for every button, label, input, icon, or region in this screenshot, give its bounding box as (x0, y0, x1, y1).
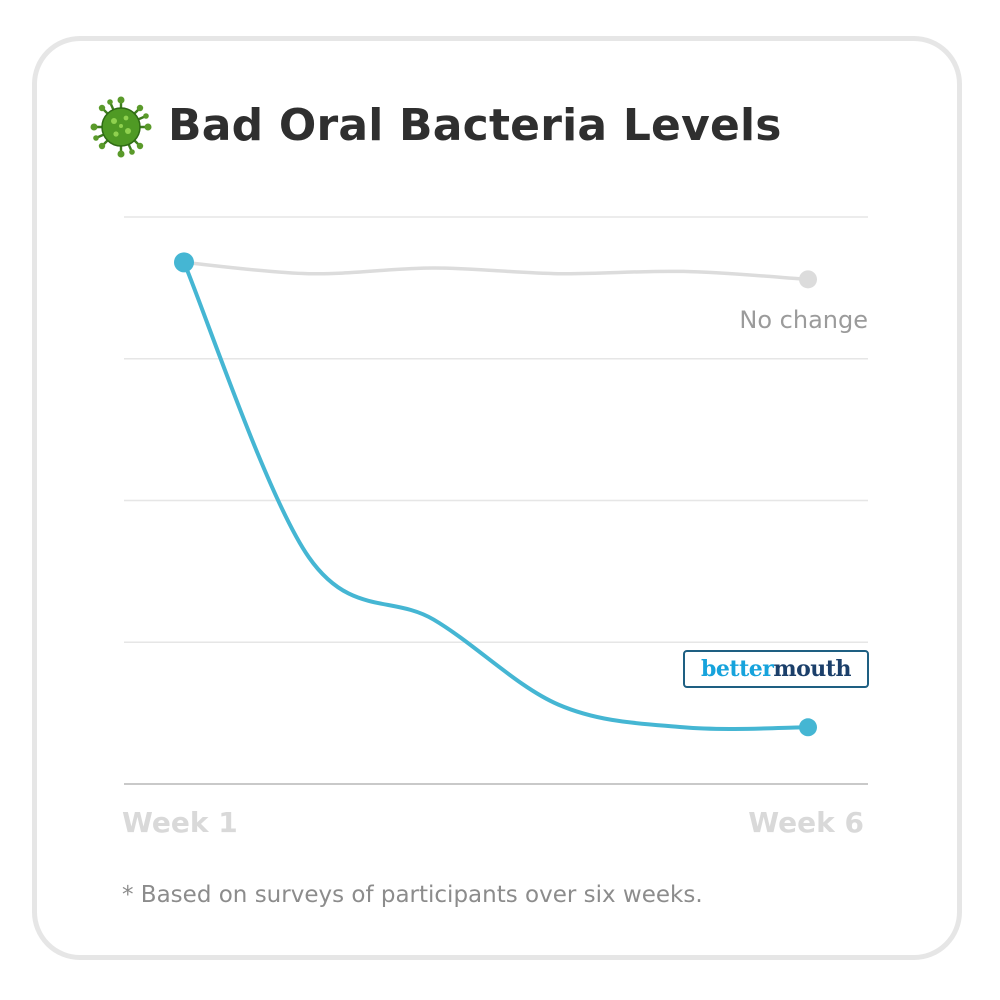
x-tick-week-6: Week 6 (748, 806, 864, 839)
data-point-bettermouth-end (799, 718, 817, 737)
series-label-no-change: No change (739, 306, 868, 334)
brand-mouth: mouth (773, 656, 851, 682)
x-tick-week-1: Week 1 (122, 806, 238, 839)
brand-better: better (701, 656, 774, 682)
chart-title: Bad Oral Bacteria Levels (168, 100, 782, 151)
chart-card (32, 36, 962, 960)
data-point-no-change-end (799, 270, 817, 289)
data-point-bettermouth-start (174, 252, 194, 273)
virus-icon (90, 96, 152, 158)
footnote: * Based on surveys of participants over … (122, 882, 703, 908)
series-line-bettermouth (182, 260, 810, 731)
series-line-no-change (182, 260, 810, 282)
series-label-bettermouth: better mouth (683, 650, 869, 688)
